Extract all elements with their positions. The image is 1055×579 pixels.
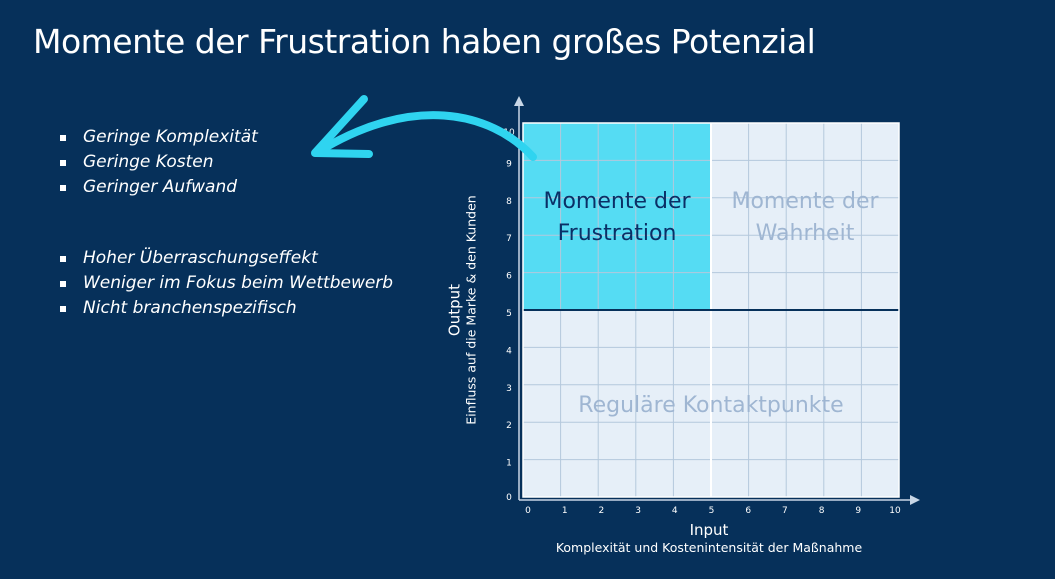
y-tick-label: 3 [506, 384, 512, 394]
list-item: Weniger im Fokus beim Wettbewerb [60, 271, 393, 296]
list-item: Geringer Aufwand [60, 175, 258, 200]
x-tick-label: 6 [745, 506, 751, 516]
list-item: Geringe Kosten [60, 150, 258, 175]
x-tick-label: 5 [709, 506, 715, 516]
y-tick-label: 1 [506, 459, 512, 469]
y-tick-label: 2 [506, 421, 512, 431]
list-item: Nicht branchenspezifisch [60, 296, 393, 321]
list-item: Hoher Überraschungseffekt [60, 246, 393, 271]
y-tick-label: 4 [506, 346, 512, 356]
x-tick-label: 3 [635, 506, 641, 516]
x-axis-sublabel: Komplexität und Kostenintensität der Maß… [555, 540, 863, 555]
x-tick-label: 2 [599, 506, 605, 516]
x-axis-title: Input Komplexität und Kostenintensität d… [556, 521, 862, 557]
page-title: Momente der Frustration haben großes Pot… [33, 22, 816, 61]
x-tick-label: 9 [855, 506, 861, 516]
bullet-list-benefits: Geringe Komplexität Geringe Kosten Gerin… [60, 125, 258, 200]
x-tick-label: 10 [889, 506, 901, 516]
x-tick-label: 1 [562, 506, 568, 516]
y-tick-label: 8 [506, 197, 512, 207]
y-axis-label: Output [445, 283, 464, 337]
x-tick-label: 7 [782, 506, 788, 516]
y-tick-label: 5 [506, 309, 512, 319]
x-tick-label: 4 [672, 506, 678, 516]
curved-arrow-icon [314, 111, 537, 161]
quadrant-label-truth: Momente der Wahrheit [731, 189, 879, 246]
y-axis-sublabel: Einfluss auf die Marke & den Kunden [463, 195, 479, 425]
y-tick-label: 7 [506, 234, 512, 244]
y-tick-label: 9 [506, 159, 512, 169]
y-tick-label: 6 [506, 272, 512, 282]
quadrant-label-frustration: Momente der Frustration [543, 189, 691, 246]
x-tick-label: 0 [525, 506, 531, 516]
x-tick-label: 8 [819, 506, 825, 516]
y-tick-label: 0 [506, 493, 512, 503]
quadrant-frustration-highlight [523, 123, 711, 310]
y-axis-arrow-icon [514, 96, 524, 106]
list-item: Geringe Komplexität [60, 125, 258, 150]
y-axis-title: Output Einfluss auf die Marke & den Kund… [445, 195, 480, 425]
bullet-list-advantages: Hoher Überraschungseffekt Weniger im Fok… [60, 246, 393, 321]
x-axis-arrow-icon [910, 495, 920, 505]
matrix-border [522, 122, 900, 498]
x-axis-label: Input [689, 521, 729, 539]
quadrant-label-regular: Reguläre Kontaktpunkte [578, 393, 844, 418]
arrowhead-icon [311, 95, 373, 158]
